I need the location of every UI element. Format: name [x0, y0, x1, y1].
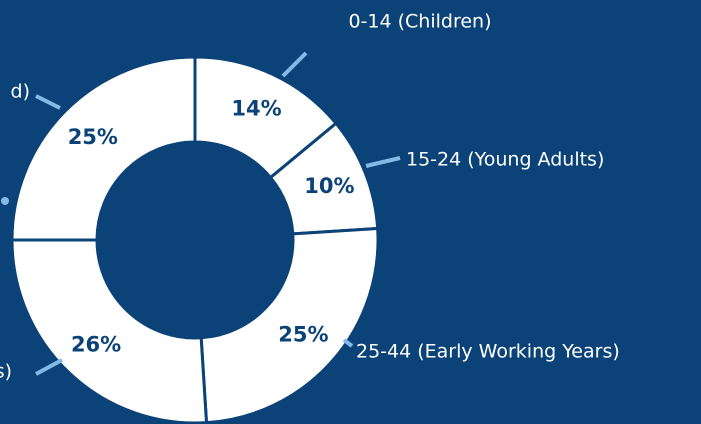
percent-label: 10%: [304, 174, 354, 198]
leader-line: [35, 358, 63, 376]
percent-label: 25%: [278, 323, 328, 347]
percent-label: 14%: [231, 96, 281, 120]
donut-segment: [10, 55, 197, 242]
category-label: 0-14 (Children): [348, 11, 491, 33]
percent-label: 25%: [68, 125, 118, 149]
leader-line: [342, 338, 354, 348]
category-label: 15-24 (Young Adults): [406, 149, 604, 171]
percent-label: 26%: [71, 332, 121, 356]
donut-segment: [199, 226, 380, 424]
leader-dot: [1, 197, 9, 205]
category-label: s): [0, 361, 12, 383]
leader-line: [365, 156, 401, 168]
leader-line: [35, 94, 61, 110]
leader-line: [281, 51, 308, 78]
donut-segment: [10, 238, 209, 424]
category-label: 25-44 (Early Working Years): [356, 341, 620, 363]
category-label: d): [11, 81, 30, 103]
